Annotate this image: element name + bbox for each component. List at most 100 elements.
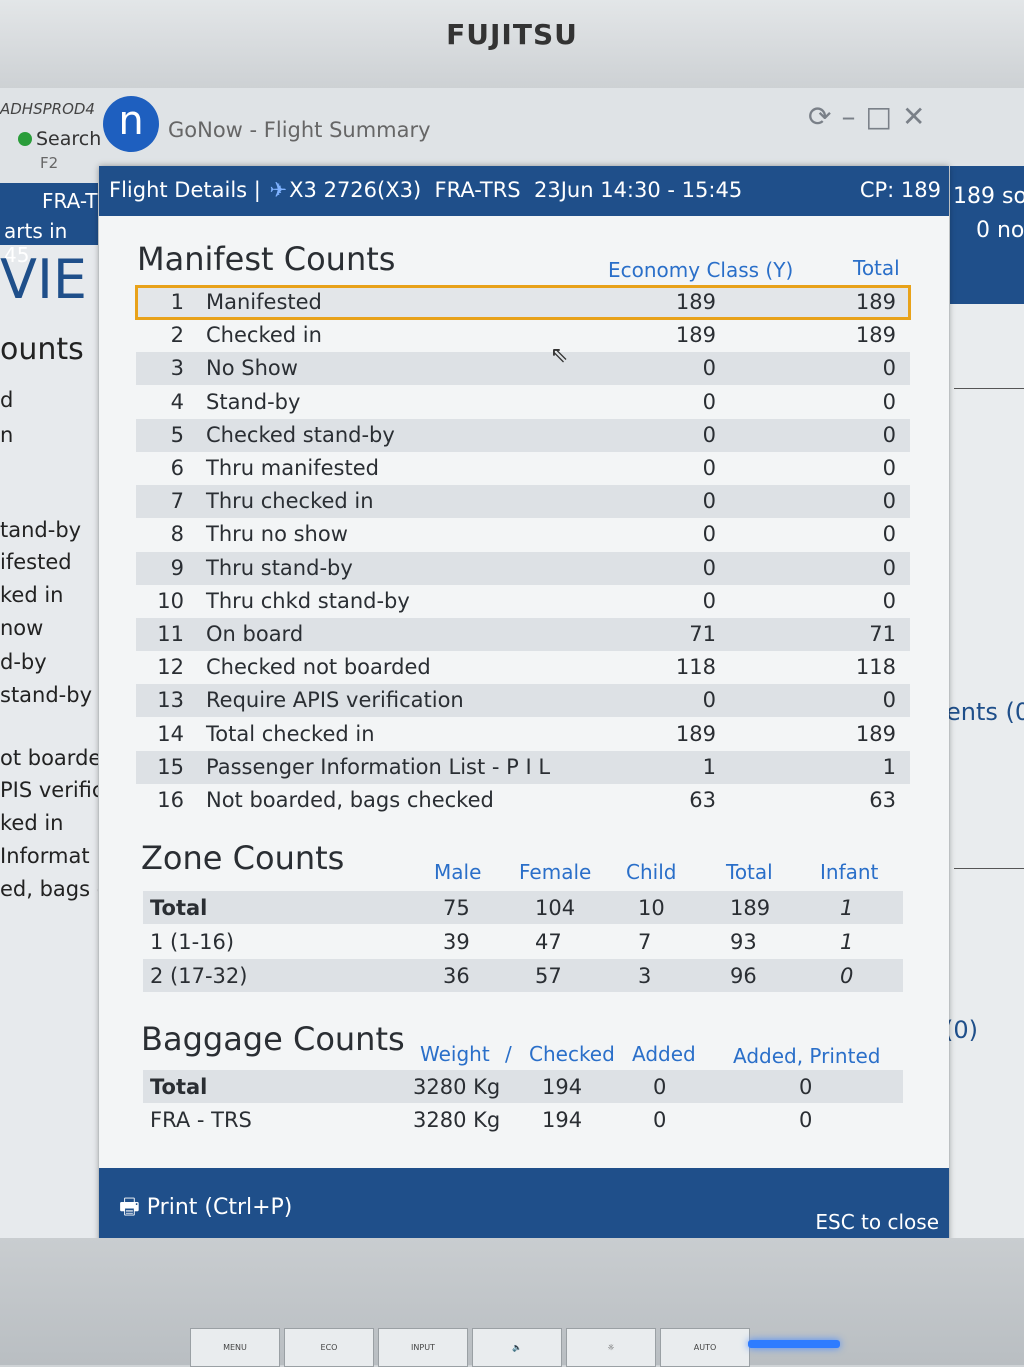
zone-cell-male: 75 — [443, 896, 470, 920]
manifest-row-total: 0 — [882, 422, 896, 447]
bg-big-text: VIE — [0, 248, 87, 311]
bg-route: FRA-T — [42, 189, 98, 213]
zone-col-child: Child — [626, 860, 677, 884]
monitor-bezel-top: FUJITSU — [0, 0, 1024, 88]
manifest-row[interactable]: 11 On board 71 71 — [136, 618, 910, 651]
bg-left-item: PIS verific — [0, 778, 98, 802]
manifest-row-total: 189 — [855, 721, 896, 746]
manifest-row-number: 3 — [170, 356, 184, 381]
manifest-row-label: Passenger Information List - P I L — [206, 754, 551, 779]
window-title: GoNow - Flight Summary — [168, 118, 431, 142]
baggage-cell-weight: 3280 Kg — [413, 1075, 501, 1099]
manifest-row-number: 9 — [170, 555, 184, 580]
monitor-button[interactable]: ECO — [284, 1328, 374, 1367]
manifest-row-number: 1 — [170, 290, 184, 314]
manifest-row-total: 189 — [855, 323, 896, 348]
cp-count: CP: 189 — [859, 178, 941, 202]
manifest-row[interactable]: 9 Thru stand-by 0 0 — [136, 551, 910, 585]
manifest-row-label: On board — [206, 622, 304, 646]
manifest-row[interactable]: 4 Stand-by 0 0 — [136, 386, 910, 419]
manifest-row[interactable]: 3 No Show 0 0 — [136, 352, 910, 386]
monitor-button[interactable]: ☼ — [566, 1328, 656, 1367]
manifest-row-number: 16 — [157, 788, 184, 812]
manifest-row-label: No Show — [206, 356, 298, 381]
manifest-row-number: 2 — [170, 323, 184, 348]
manifest-row[interactable]: 12 Checked not boarded 118 118 — [136, 651, 910, 684]
bg-left-item: now — [0, 616, 44, 640]
monitor-button[interactable]: INPUT — [378, 1328, 468, 1367]
zone-row: 1 (1-16) 39 47 7 93 1 — [143, 925, 903, 958]
manifest-row-economy: 0 — [702, 456, 716, 480]
manifest-row[interactable]: 7 Thru checked in 0 0 — [136, 485, 910, 519]
manifest-row[interactable]: 8 Thru no show 0 0 — [136, 518, 910, 551]
app-logo-icon: n — [103, 96, 159, 152]
zone-row: Total 75 104 10 189 1 — [143, 891, 903, 924]
manifest-row-total: 0 — [882, 489, 896, 514]
esc-close-hint[interactable]: ESC to close — [815, 1210, 939, 1234]
bg-left-item: d — [0, 388, 14, 412]
print-button[interactable]: 🖶 Print (Ctrl+P) — [119, 1190, 292, 1228]
manifest-row[interactable]: 2 Checked in 189 189 — [136, 319, 910, 352]
monitor-button[interactable]: 🔈 — [472, 1328, 562, 1367]
plane-icon: ✈ — [269, 178, 288, 202]
manifest-row-label: Stand-by — [206, 389, 301, 414]
zone-col-infant: Infant — [820, 860, 879, 884]
power-led — [748, 1340, 840, 1348]
manifest-row[interactable]: 16 Not boarded, bags checked 63 63 — [136, 784, 910, 817]
baggage-col-added: Added — [632, 1042, 696, 1066]
manifest-row-number: 7 — [170, 489, 184, 514]
maximize-icon[interactable]: □ — [865, 100, 902, 133]
manifest-row[interactable]: 5 Checked stand-by 0 0 — [136, 418, 910, 452]
zone-cell-child: 7 — [638, 930, 652, 954]
manifest-row-number: 12 — [157, 655, 184, 680]
manifest-row[interactable]: 14 Total checked in 189 189 — [136, 718, 910, 751]
bg-divider-2 — [954, 868, 1024, 869]
manifest-row-number: 10 — [157, 588, 184, 613]
manifest-row[interactable]: 15 Passenger Information List - P I L 1 1 — [136, 750, 910, 784]
bg-left-item: tand-by — [0, 518, 82, 542]
bg-left-item: ot boarde — [0, 746, 98, 770]
manifest-row[interactable]: 13 Require APIS verification 0 0 — [136, 684, 910, 718]
manifest-row-number: 13 — [157, 688, 184, 713]
manifest-row[interactable]: 10 Thru chkd stand-by 0 0 — [136, 585, 910, 618]
manifest-row-number: 14 — [157, 721, 184, 746]
baggage-title: Baggage Counts — [141, 1020, 405, 1058]
manifest-row-economy: 189 — [675, 290, 716, 314]
monitor-brand: FUJITSU — [446, 18, 578, 51]
manifest-col-class: Economy Class (Y) — [608, 258, 794, 282]
manifest-row[interactable]: 6 Thru manifested 0 0 — [136, 452, 910, 485]
baggage-cell-checked: 194 — [542, 1108, 583, 1132]
monitor-button[interactable]: MENU — [190, 1328, 280, 1367]
manifest-row-economy: 1 — [702, 754, 716, 779]
background-right-header: 189 sol 0 no — [950, 166, 1024, 304]
baggage-cell-weight: 3280 Kg — [413, 1108, 501, 1132]
window-controls: ⟳–□✕ — [808, 100, 935, 133]
zone-cell-male: 39 — [443, 930, 470, 954]
flight-details-label: Flight Details | — [109, 178, 261, 202]
server-name: ADHSPROD4 — [0, 100, 95, 118]
manifest-row-total: 0 — [882, 688, 896, 713]
close-icon[interactable]: ✕ — [901, 100, 936, 133]
baggage-col-sep: / — [505, 1042, 512, 1066]
manifest-row[interactable]: 1 Manifested 189 189 — [135, 285, 911, 320]
bg-left-item: ked in — [0, 583, 64, 607]
manifest-row-total: 0 — [882, 389, 896, 414]
manifest-row-total: 63 — [869, 788, 896, 812]
bg-left-item: Informat — [0, 844, 90, 868]
dialog-footer: 🖶 Print (Ctrl+P) ESC to close — [99, 1168, 949, 1238]
zone-cell-total: 93 — [730, 930, 757, 954]
search-shortcut: F2 — [40, 154, 59, 172]
manifest-row-total: 118 — [855, 655, 896, 680]
refresh-icon[interactable]: ⟳ — [808, 100, 842, 133]
zone-title: Zone Counts — [141, 839, 345, 877]
search-button[interactable]: Search — [18, 128, 101, 150]
background-left-panel — [0, 183, 98, 1238]
bg-sold: 189 sol — [953, 184, 1024, 209]
flight-summary-dialog: Flight Details | ✈X3 2726(X3) FRA-TRS 23… — [99, 166, 949, 1238]
flight-route: FRA-TRS — [434, 178, 521, 202]
minimize-icon[interactable]: – — [841, 100, 866, 133]
monitor-button[interactable]: AUTO — [660, 1328, 750, 1367]
monitor-buttons: MENU ECO INPUT 🔈 ☼ AUTO — [190, 1328, 750, 1367]
bg-left-item: ifested — [0, 550, 72, 574]
manifest-row-label: Require APIS verification — [206, 688, 464, 713]
